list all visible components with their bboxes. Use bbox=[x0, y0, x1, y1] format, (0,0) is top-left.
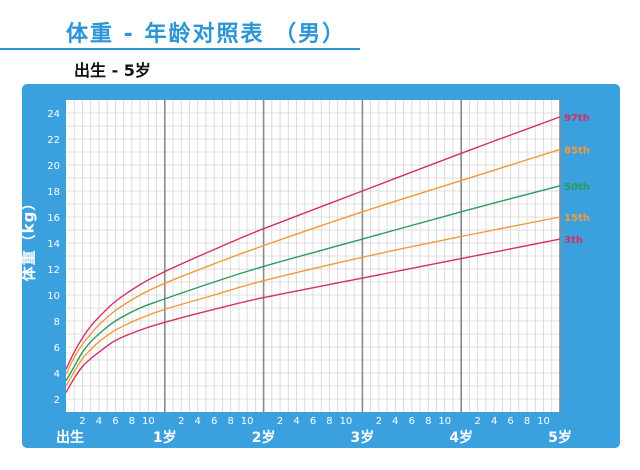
x-tick-label-minor: 2 bbox=[79, 416, 85, 427]
x-tick-label-major: 出生 bbox=[56, 429, 84, 446]
x-tick-label-minor: 10 bbox=[537, 416, 550, 427]
series-label-50th: 50th bbox=[564, 182, 590, 193]
x-tick-label-minor: 4 bbox=[392, 416, 398, 427]
x-tick-label-major: 1岁 bbox=[153, 429, 177, 446]
y-tick-label: 12 bbox=[47, 265, 60, 276]
series-label-3th: 3th bbox=[564, 235, 583, 246]
series-label-97th: 97th bbox=[564, 113, 590, 124]
series-line-97th bbox=[65, 116, 561, 370]
series-line-50th bbox=[65, 185, 561, 382]
x-tick-label-minor: 6 bbox=[211, 416, 217, 427]
x-tick-label-minor: 4 bbox=[96, 416, 102, 427]
y-tick-label: 10 bbox=[47, 291, 60, 302]
x-tick-label-minor: 8 bbox=[326, 416, 332, 427]
x-tick-label-minor: 8 bbox=[227, 416, 233, 427]
x-tick-label-minor: 2 bbox=[178, 416, 184, 427]
x-tick-label-minor: 8 bbox=[129, 416, 135, 427]
x-tick-label-minor: 2 bbox=[277, 416, 283, 427]
x-tick-label-minor: 4 bbox=[195, 416, 201, 427]
series-label-85th: 85th bbox=[564, 145, 590, 156]
x-tick-label-minor: 6 bbox=[409, 416, 415, 427]
x-tick-label-minor: 4 bbox=[491, 416, 497, 427]
y-tick-label: 24 bbox=[47, 109, 60, 120]
x-tick-label-minor: 10 bbox=[142, 416, 155, 427]
y-tick-label: 18 bbox=[47, 187, 60, 198]
x-tick-label-minor: 2 bbox=[474, 416, 480, 427]
page-title: 体重 - 年龄对照表 （男） bbox=[66, 22, 347, 47]
series-line-85th bbox=[65, 148, 561, 375]
x-tick-label-minor: 4 bbox=[293, 416, 299, 427]
x-tick-label-minor: 8 bbox=[425, 416, 431, 427]
y-tick-label: 22 bbox=[47, 135, 60, 146]
x-tick-label-minor: 10 bbox=[340, 416, 353, 427]
series-label-15th: 15th bbox=[564, 213, 590, 224]
y-tick-label: 4 bbox=[54, 369, 60, 380]
x-tick-label-minor: 6 bbox=[112, 416, 118, 427]
x-tick-label-major: 4岁 bbox=[449, 429, 473, 446]
y-tick-label: 2 bbox=[54, 395, 60, 406]
x-tick-label-minor: 10 bbox=[241, 416, 254, 427]
x-tick-label-minor: 6 bbox=[310, 416, 316, 427]
series-line-15th bbox=[65, 216, 561, 387]
title-underline bbox=[0, 48, 360, 50]
x-tick-label-major: 5岁 bbox=[548, 429, 572, 446]
x-tick-label-major: 3岁 bbox=[351, 429, 375, 446]
x-tick-label-minor: 2 bbox=[376, 416, 382, 427]
y-tick-label: 8 bbox=[54, 317, 60, 328]
y-tick-label: 20 bbox=[47, 161, 60, 172]
x-tick-label-major: 2岁 bbox=[252, 429, 276, 446]
x-tick-label-minor: 10 bbox=[438, 416, 451, 427]
y-tick-label: 6 bbox=[54, 343, 60, 354]
x-tick-label-minor: 8 bbox=[524, 416, 530, 427]
x-tick-label-minor: 6 bbox=[507, 416, 513, 427]
series-line-3th bbox=[65, 238, 561, 393]
y-axis-label: 体重（kg） bbox=[19, 194, 38, 282]
y-tick-label: 16 bbox=[47, 213, 60, 224]
page-subtitle: 出生 - 5岁 bbox=[74, 61, 151, 80]
y-tick-label: 14 bbox=[47, 239, 60, 250]
